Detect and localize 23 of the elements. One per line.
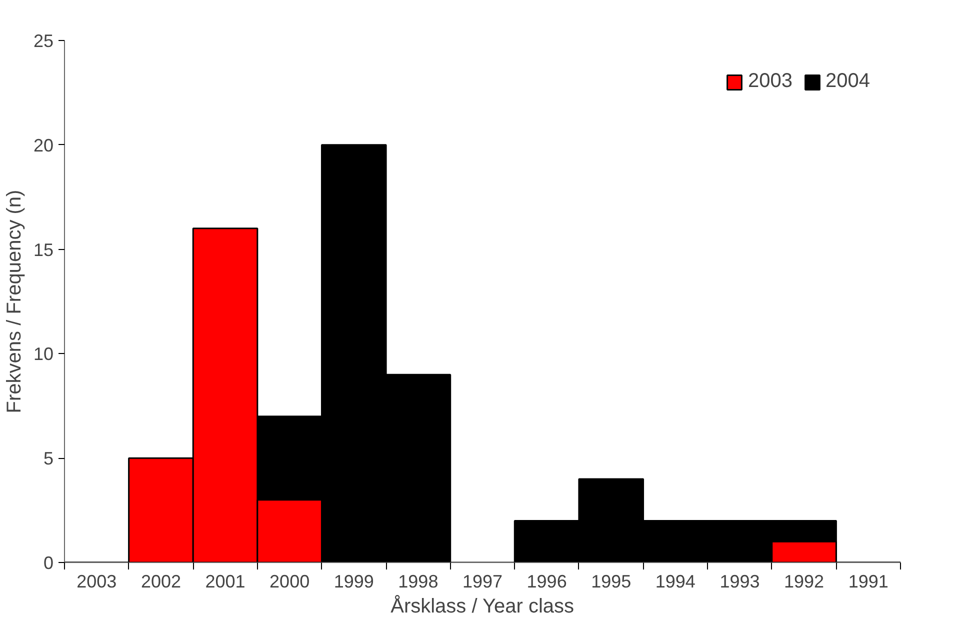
x-tick-label: 1999: [334, 572, 374, 592]
y-tick-label: 20: [33, 135, 54, 156]
y-axis-title: Frekvens / Frequency (n): [3, 190, 26, 414]
x-tick-label: 1991: [848, 572, 888, 592]
legend-label: 2003: [748, 70, 792, 93]
x-tick-label: 1997: [462, 572, 503, 592]
x-axis-title: Årsklass / Year class: [390, 594, 574, 618]
x-tick-label: 2001: [205, 572, 246, 592]
x-tick-label: 1992: [784, 572, 824, 592]
x-tick-label: 1993: [720, 572, 760, 592]
x-tick-label: 1998: [398, 572, 438, 592]
x-tick-label: 2003: [76, 572, 117, 592]
y-tick-label: 25: [33, 31, 54, 51]
x-tick-label: 1995: [591, 572, 632, 592]
x-tick-label: 2002: [140, 572, 181, 592]
y-tick-label: 15: [33, 240, 54, 260]
y-tick-label: 0: [43, 553, 54, 573]
y-tick-label: 5: [43, 448, 54, 469]
legend-label: 2004: [826, 70, 870, 93]
x-tick-label: 1996: [526, 572, 567, 592]
x-tick-label: 1994: [655, 572, 696, 592]
y-tick-label: 10: [33, 344, 54, 364]
x-tick-label: 2000: [270, 572, 310, 592]
